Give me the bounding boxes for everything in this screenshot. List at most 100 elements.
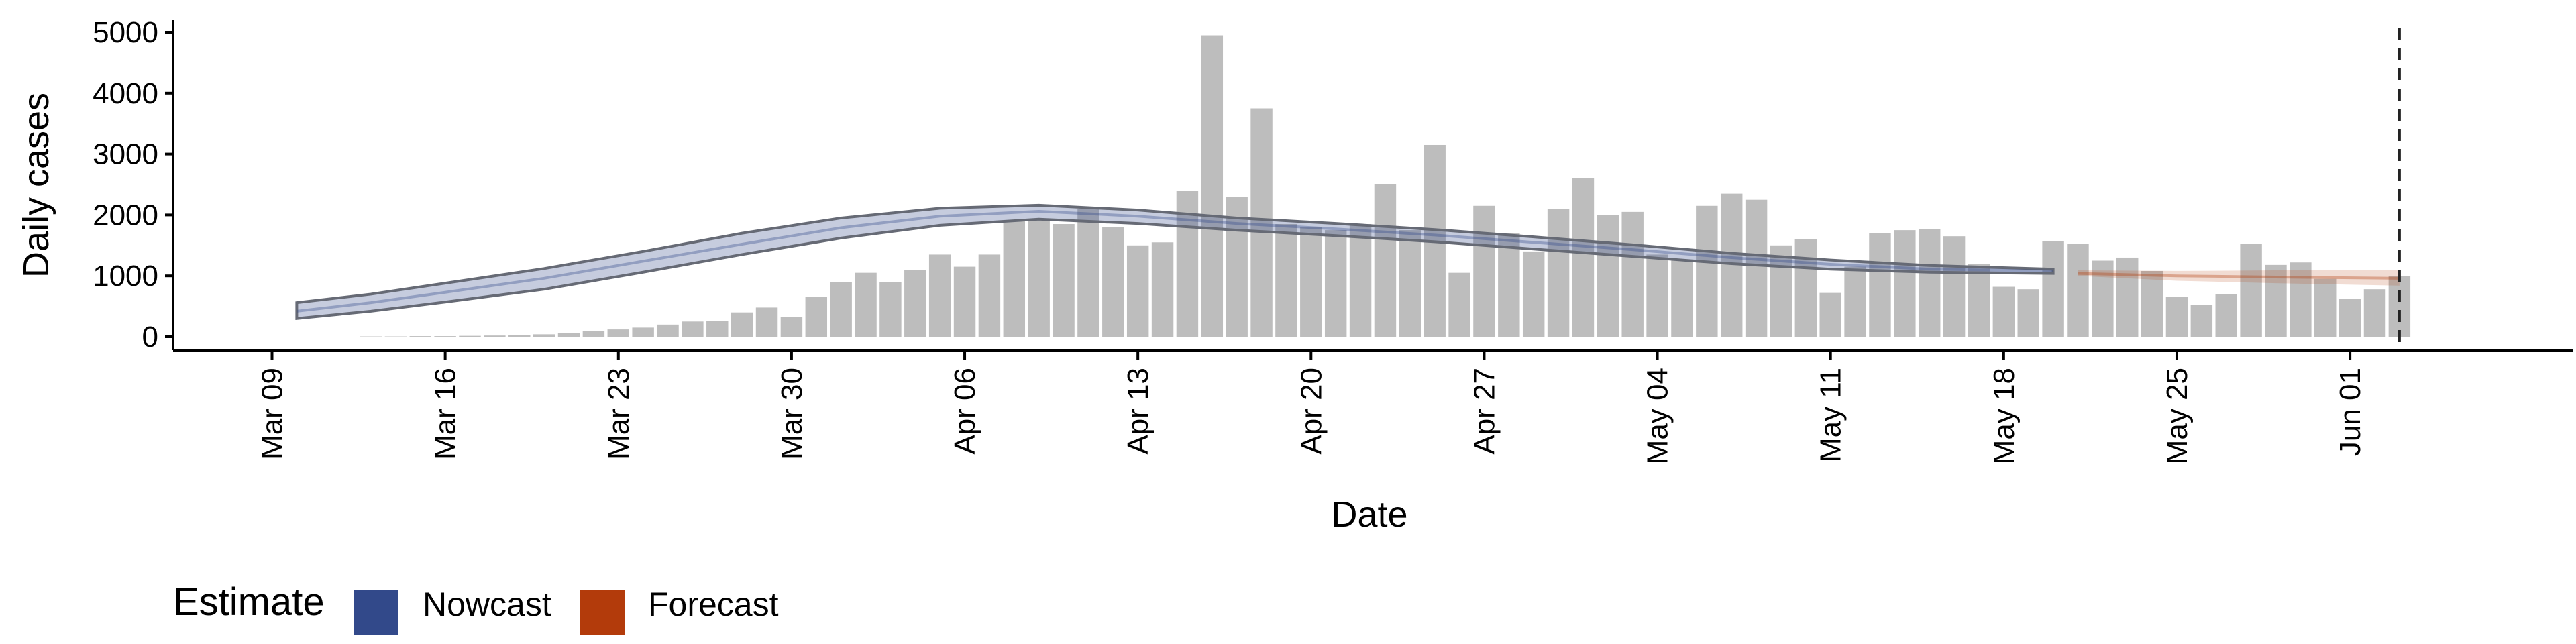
bar	[1844, 266, 1866, 337]
bar	[1399, 230, 1421, 337]
bar	[434, 336, 456, 337]
bar	[1324, 230, 1347, 337]
x-tick-label: Jun 01	[2334, 368, 2367, 456]
bar	[557, 333, 580, 337]
bar	[1498, 233, 1520, 337]
bar	[953, 266, 976, 337]
bar	[2388, 276, 2411, 337]
bar	[409, 336, 431, 337]
bar	[607, 329, 629, 337]
median-line-forecast	[2078, 272, 2400, 280]
x-tick-label: Apr 06	[949, 368, 981, 455]
bar	[2042, 241, 2064, 337]
bar	[682, 321, 704, 337]
x-tick-label: Apr 20	[1295, 368, 1328, 455]
bar	[1646, 254, 1668, 337]
bar	[2240, 244, 2262, 337]
bar	[1770, 245, 1792, 337]
bar	[484, 335, 506, 337]
bar	[928, 254, 951, 337]
y-tick-label: 4000	[93, 77, 158, 110]
bar	[1992, 286, 2015, 337]
bar	[1621, 211, 1644, 337]
bar	[2190, 305, 2213, 337]
bar	[904, 270, 926, 337]
y-tick-label: 3000	[93, 138, 158, 171]
bar	[1201, 35, 1224, 337]
bar	[1250, 108, 1273, 337]
bar	[2215, 294, 2237, 337]
band-nowcast	[295, 203, 2055, 320]
x-tick-label: Mar 23	[602, 368, 635, 460]
bar	[1968, 264, 1990, 337]
bar	[855, 272, 877, 337]
bar	[1869, 233, 1891, 337]
bar	[1794, 239, 1817, 337]
bar	[1745, 199, 1768, 337]
legend-label-forecast: Forecast	[648, 586, 779, 623]
bar	[1547, 209, 1570, 337]
x-tick-label: Mar 30	[775, 368, 808, 460]
bar	[2363, 289, 2386, 337]
bar	[1102, 227, 1124, 337]
bar	[1918, 229, 1941, 337]
x-tick-label: May 18	[1988, 368, 2021, 464]
bar	[459, 335, 481, 337]
x-tick-label: May 11	[1815, 368, 1847, 462]
legend-label-nowcast: Nowcast	[423, 586, 551, 623]
x-tick-label: May 04	[1642, 368, 1674, 464]
bar	[1696, 205, 1718, 337]
bar	[1300, 227, 1322, 337]
bar	[1894, 230, 1916, 337]
bar	[1572, 178, 1595, 337]
x-tick-label: May 25	[2161, 368, 2194, 464]
x-tick-label: Apr 13	[1122, 368, 1155, 455]
legend-swatch-nowcast	[354, 590, 398, 635]
median-line-nowcast	[297, 209, 2053, 313]
x-tick-label: Mar 16	[429, 368, 462, 460]
bar	[632, 327, 654, 337]
bar	[1522, 251, 1545, 337]
legend-title: Estimate	[173, 580, 325, 624]
bar	[1473, 205, 1495, 337]
legend-swatch-forecast	[580, 590, 625, 635]
bar	[508, 335, 531, 337]
bar	[830, 282, 852, 337]
legend: Estimate Nowcast Forecast	[173, 580, 779, 635]
y-tick-label: 2000	[93, 199, 158, 231]
bar	[879, 282, 902, 337]
x-axis-title: Date	[1331, 494, 1407, 535]
estimate-bands-group	[295, 203, 2400, 320]
bar	[2339, 299, 2361, 337]
bar	[1151, 242, 1174, 337]
bar	[1053, 224, 1075, 337]
bar	[1275, 224, 1297, 337]
bar	[780, 317, 803, 337]
bar	[1226, 197, 1248, 337]
bars-group	[360, 35, 2411, 337]
bar	[657, 324, 679, 337]
bar	[2116, 257, 2139, 337]
bar	[1448, 272, 1470, 337]
bar	[1374, 184, 1397, 337]
bar	[731, 312, 753, 337]
bar	[2165, 297, 2188, 337]
bar	[1819, 292, 1841, 337]
bar	[706, 321, 729, 337]
bar	[2092, 260, 2114, 337]
bar	[533, 334, 555, 337]
bar	[2314, 278, 2337, 337]
bar	[805, 297, 828, 337]
bar	[2290, 262, 2312, 337]
bar	[755, 307, 778, 337]
bar	[1671, 260, 1693, 337]
y-tick-label: 5000	[93, 16, 158, 49]
y-ticks-group: 0 1000 2000 3000 4000 5000	[93, 16, 173, 354]
bar	[2017, 289, 2039, 337]
bar	[1597, 215, 1619, 337]
y-tick-label: 0	[142, 321, 158, 354]
bar	[978, 254, 1001, 337]
bar	[2141, 270, 2163, 337]
y-tick-label: 1000	[93, 260, 158, 292]
